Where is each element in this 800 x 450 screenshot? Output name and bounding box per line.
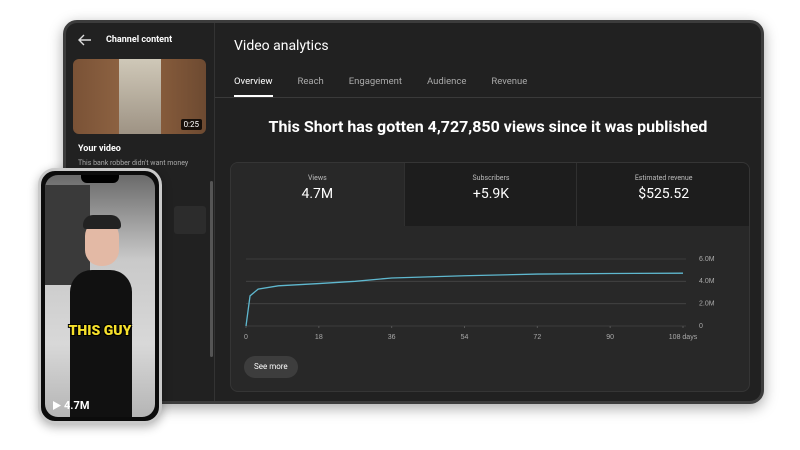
view-count: 4.7M [64, 399, 90, 412]
video-desc: This bank robber didn't want money [78, 159, 189, 167]
back-arrow[interactable] [78, 34, 92, 46]
phone: THIS GUY 4.7M [38, 168, 162, 424]
page-title: Video analytics [234, 38, 329, 54]
metric-label: Subscribers [472, 174, 510, 182]
sidebar: Channel content 0:25 Your video This ban… [66, 23, 215, 401]
y-tick-label: 0 [699, 323, 703, 330]
tablet: Channel content 0:25 Your video This ban… [63, 20, 764, 404]
x-tick-label: 54 [461, 334, 469, 341]
play-icon [53, 401, 61, 410]
metric-value: +5.9K [472, 186, 510, 202]
notch [81, 175, 119, 183]
tab-underline [234, 95, 273, 97]
metrics-card: 0 2.0M 4.0M 6.0M 0 18 36 54 72 90 108 days See mor… [230, 162, 750, 392]
tab[interactable]: Audience [427, 76, 467, 87]
doorway [45, 185, 90, 285]
x-tick-label: 36 [388, 334, 396, 341]
scrollbar [210, 181, 213, 357]
x-tick-label: 18 [315, 334, 323, 341]
sidebar-title: Channel content [106, 35, 173, 45]
headline: This Short has gotten 4,727,850 views si… [268, 117, 708, 136]
y-tick-label: 2.0M [699, 301, 715, 308]
see-more-button[interactable]: See more [244, 356, 298, 378]
video-label: Your video [78, 144, 121, 154]
metric-tile[interactable]: Subscribers +5.9K [403, 163, 578, 226]
x-tick-label: 108 days [669, 334, 698, 341]
metric-value: 4.7M [301, 186, 334, 202]
metric-value: $525.52 [638, 186, 690, 202]
metric-label: Estimated revenue [634, 174, 693, 182]
divider [215, 97, 761, 98]
y-tick-label: 4.0M [699, 278, 715, 285]
bandana [83, 215, 121, 229]
caption: THIS GUY [68, 323, 132, 339]
metric-tile[interactable]: Estimated revenue $525.52 [576, 163, 749, 226]
x-tick-label: 90 [606, 334, 614, 341]
line-series [245, 272, 684, 327]
tab[interactable]: Engagement [348, 76, 403, 87]
metric-tile[interactable]: Views 4.7M [231, 163, 404, 226]
tab[interactable]: Revenue [491, 76, 528, 87]
x-tick-label: 0 [244, 334, 248, 341]
y-tick-label: 6.0M [699, 256, 715, 263]
duration: 0:25 [180, 119, 202, 130]
x-tick-label: 72 [533, 334, 541, 341]
person-body [70, 270, 132, 417]
tab[interactable]: Overview [234, 76, 273, 87]
thumbnail-frame [119, 59, 161, 134]
chart: 0 2.0M 4.0M 6.0M 0 18 36 54 72 90 108 days [244, 256, 715, 341]
nav-highlight [174, 206, 206, 234]
thumbnail[interactable]: 0:25 [73, 59, 206, 134]
phone-screen: THIS GUY 4.7M [45, 175, 155, 417]
tab[interactable]: Reach [297, 76, 324, 87]
metric-label: Views [307, 174, 327, 182]
